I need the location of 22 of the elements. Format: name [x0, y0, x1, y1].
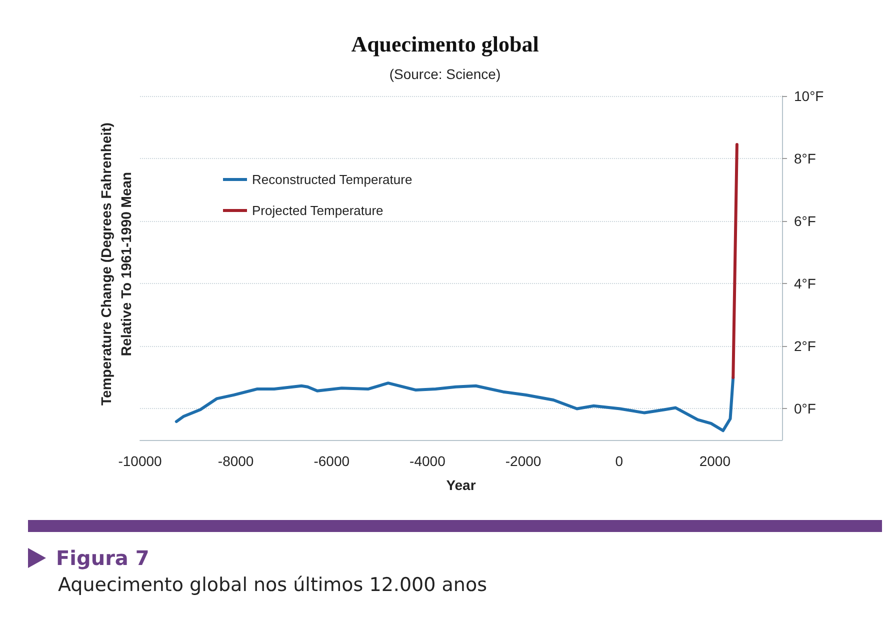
y-axis-title: Temperature Change (Degrees Fahrenheit) Relative To 1961-1990 Mean	[98, 122, 134, 406]
x-tick-label: -4000	[410, 453, 446, 469]
x-tick-label: -10000	[118, 453, 162, 469]
y-tick-label: 4°F	[794, 276, 816, 292]
legend-label: Projected Temperature	[252, 203, 384, 218]
y-tick-label: 2°F	[794, 338, 816, 354]
x-tick-label: -8000	[218, 453, 254, 469]
x-axis-title: Year	[446, 477, 476, 493]
legend-label: Reconstructed Temperature	[252, 172, 412, 187]
line-series	[174, 376, 735, 432]
text: Figura 7	[56, 546, 150, 570]
x-tick-label: -2000	[505, 453, 542, 469]
chart-subtitle: (Source: Science)	[389, 66, 501, 82]
y-tick-label: 6°F	[794, 213, 816, 230]
x-tick-label: 0	[615, 453, 624, 469]
y-tick-label: 10°F	[794, 88, 824, 104]
text: Aquecimento global nos últimos 12.000 anos	[58, 574, 488, 596]
chart-title: Aquecimento global	[351, 32, 539, 56]
y-tick-label: 0°F	[794, 400, 816, 417]
x-tick-label: -6000	[314, 453, 350, 469]
x-tick-label: 2000	[699, 453, 731, 469]
y-tick-label: 8°F	[794, 150, 816, 167]
